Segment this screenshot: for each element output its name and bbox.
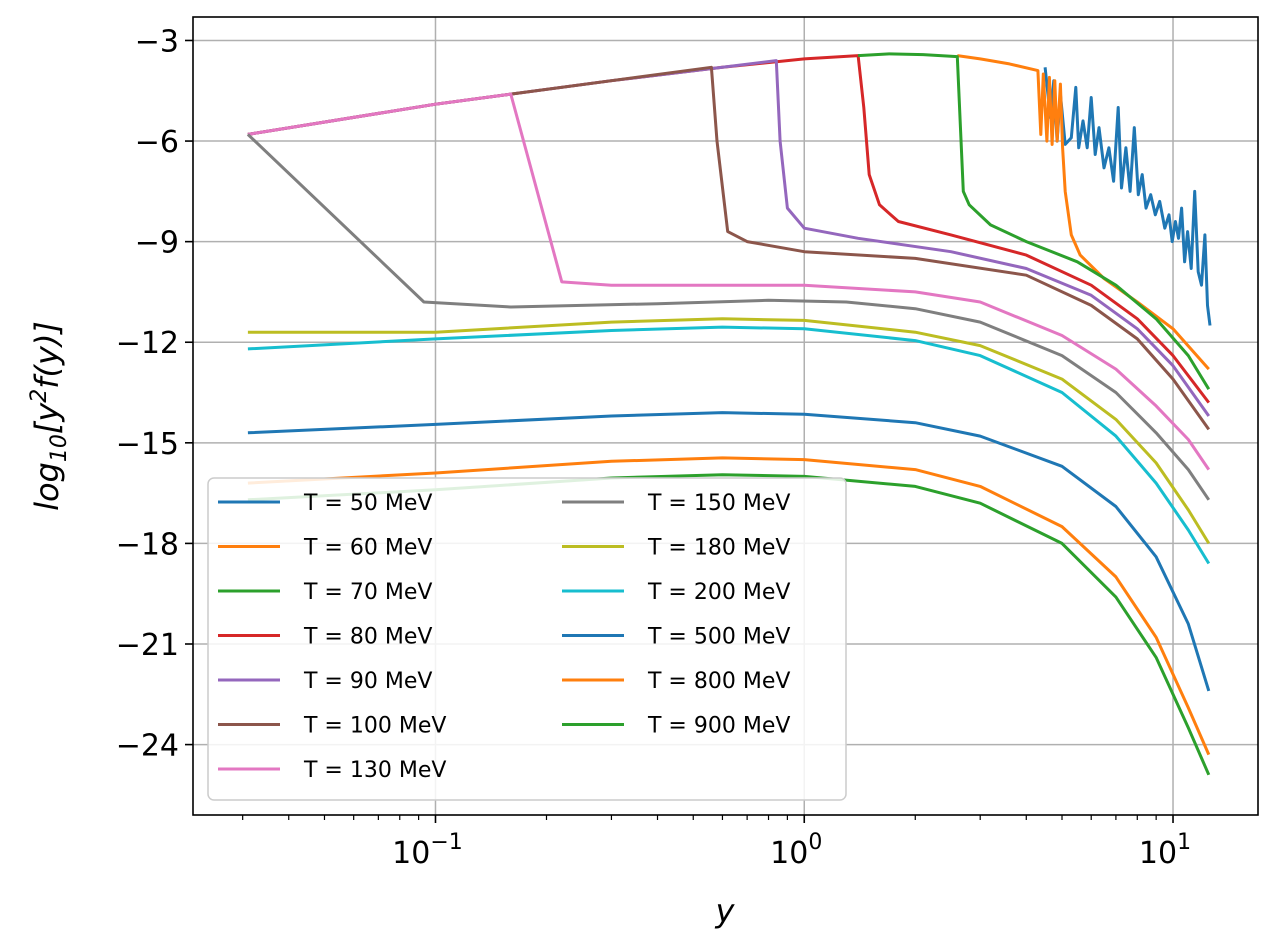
x-tick-base: 10 [770, 836, 808, 871]
y-tick-label: −18 [116, 527, 179, 562]
x-axis-label: y [715, 892, 736, 930]
legend-label: T = 200 MeV [647, 580, 790, 605]
legend-label: T = 90 MeV [303, 669, 432, 694]
legend-box [207, 477, 847, 801]
x-tick-exponent: −1 [430, 830, 462, 855]
y-tick-label: −9 [135, 226, 179, 261]
x-tick-label: 10−1 [392, 830, 463, 871]
plot-frame [192, 16, 1259, 816]
y-axis-label-tail: f(y)] [28, 321, 66, 389]
legend: T = 50 MeV T = 60 MeV T = 70 MeV T = 80 MeV… [207, 477, 847, 801]
y-tick-label: −12 [116, 326, 179, 361]
series-line-10 [247, 325, 1211, 565]
series-line-13 [858, 52, 1211, 390]
y-tick-label: −24 [116, 729, 179, 764]
series-line-1 [247, 411, 1211, 692]
series-line-8 [246, 133, 1211, 501]
legend-label: T = 180 MeV [647, 536, 790, 561]
series-line-6 [247, 65, 1211, 431]
legend-label: T = 500 MeV [647, 625, 790, 650]
y-axis-label-rest: [y [28, 402, 66, 434]
y-axis-label-sup: 2 [27, 389, 52, 403]
x-tick-label: 101 [1139, 830, 1191, 871]
y-tick-label: −15 [116, 427, 179, 462]
legend-label: T = 80 MeV [303, 625, 432, 650]
legend-label: T = 800 MeV [647, 669, 790, 694]
x-tick-base: 10 [1139, 836, 1177, 871]
legend-label: T = 60 MeV [303, 536, 432, 561]
y-axis-label-log: log [28, 462, 66, 511]
legend-label: T = 70 MeV [303, 580, 432, 605]
y-tick-label: −6 [135, 125, 179, 160]
series-line-9 [247, 317, 1211, 545]
x-tick-exponent: 1 [1177, 830, 1191, 855]
series-line-7 [247, 92, 1211, 471]
legend-label: T = 150 MeV [647, 491, 790, 516]
series-line-2 [247, 456, 1211, 756]
legend-label: T = 50 MeV [303, 491, 432, 516]
legend-label: T = 130 MeV [303, 758, 446, 783]
y-tick-label: −21 [116, 628, 179, 663]
legend-label: T = 900 MeV [647, 714, 790, 739]
series-line-11 [1043, 67, 1212, 326]
x-tick-base: 10 [392, 836, 430, 871]
y-tick-label: −3 [135, 24, 179, 59]
legend-label: T = 100 MeV [303, 714, 446, 739]
x-tick-exponent: 0 [808, 830, 822, 855]
x-tick-label: 100 [770, 830, 822, 871]
series-layer [246, 52, 1212, 776]
y-axis-label-sub: 10 [47, 434, 72, 462]
y-axis-label: log10[y2f(y)] [27, 321, 72, 511]
